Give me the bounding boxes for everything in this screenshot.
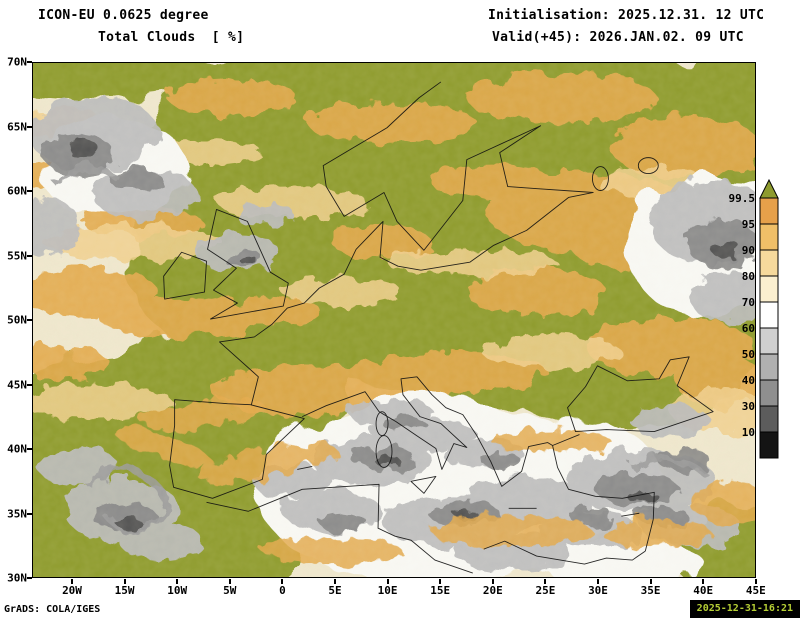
lon-tick-mark	[650, 579, 652, 584]
colorbar-label: 99.5	[729, 192, 756, 205]
lon-tick-mark	[755, 579, 757, 584]
map-canvas	[33, 63, 755, 577]
colorbar-segment	[760, 380, 778, 406]
lon-tick-label: 0	[279, 584, 286, 597]
lon-tick-mark	[387, 579, 389, 584]
lon-tick-label: 5W	[223, 584, 236, 597]
header-model-title: ICON-EU 0.0625 degree	[38, 8, 209, 23]
lat-tick-mark	[27, 190, 32, 192]
lon-tick-mark	[124, 579, 126, 584]
colorbar-segment	[760, 224, 778, 250]
lon-tick-mark	[702, 579, 704, 584]
lon-tick-mark	[176, 579, 178, 584]
lat-tick-mark	[27, 255, 32, 257]
lat-tick-mark	[27, 319, 32, 321]
colorbar: 99.5 95 90 80 70 60 50 40 30 10	[700, 178, 800, 462]
longitude-axis: 20W15W10W5W05E10E15E20E25E30E35E40E45E	[32, 579, 756, 601]
lat-tick-label: 50N	[7, 314, 27, 327]
lat-tick-mark	[27, 513, 32, 515]
lon-tick-label: 5E	[328, 584, 341, 597]
header-variable-title: Total Clouds [ %]	[98, 30, 244, 45]
lon-tick-label: 35E	[641, 584, 661, 597]
colorbar-label: 80	[742, 270, 755, 283]
colorbar-label: 95	[742, 218, 755, 231]
colorbar-segment	[760, 406, 778, 432]
colorbar-segment	[760, 276, 778, 302]
lat-tick-label: 35N	[7, 507, 27, 520]
colorbar-segment	[760, 354, 778, 380]
lon-tick-mark	[544, 579, 546, 584]
grads-credit: GrADS: COLA/IGES	[4, 604, 100, 615]
lon-tick-mark	[492, 579, 494, 584]
lat-tick-mark	[27, 384, 32, 386]
latitude-axis: 70N65N60N55N50N45N40N35N30N	[0, 62, 30, 578]
colorbar-label: 50	[742, 348, 755, 361]
lon-tick-label: 30E	[588, 584, 608, 597]
lat-tick-label: 60N	[7, 185, 27, 198]
lon-tick-label: 45E	[746, 584, 766, 597]
colorbar-segment	[760, 328, 778, 354]
colorbar-label: 40	[742, 374, 755, 387]
lat-tick-label: 40N	[7, 443, 27, 456]
lat-tick-label: 45N	[7, 378, 27, 391]
lat-tick-label: 65N	[7, 120, 27, 133]
colorbar-label: 70	[742, 296, 755, 309]
colorbar-segment	[760, 198, 778, 224]
colorbar-label: 90	[742, 244, 755, 257]
lon-tick-label: 20W	[62, 584, 82, 597]
lon-tick-label: 20E	[483, 584, 503, 597]
colorbar-segment	[760, 302, 778, 328]
lat-tick-label: 30N	[7, 572, 27, 585]
colorbar-arrow	[760, 180, 778, 198]
lat-tick-mark	[27, 126, 32, 128]
lat-tick-mark	[27, 448, 32, 450]
lon-tick-label: 15E	[430, 584, 450, 597]
lon-tick-mark	[334, 579, 336, 584]
lon-tick-label: 40E	[693, 584, 713, 597]
weather-map-page: { "header": { "model_line": "ICON-EU 0.0…	[0, 0, 800, 618]
colorbar-scale: 99.5 95 90 80 70 60 50 40 30 10	[700, 178, 800, 462]
lon-tick-mark	[439, 579, 441, 584]
colorbar-label: 30	[742, 400, 755, 413]
lon-tick-label: 10E	[378, 584, 398, 597]
lon-tick-mark	[71, 579, 73, 584]
header-init-time: Initialisation: 2025.12.31. 12 UTC	[488, 8, 764, 23]
render-timestamp: 2025-12-31-16:21	[690, 600, 800, 618]
colorbar-segment	[760, 250, 778, 276]
lon-tick-mark	[281, 579, 283, 584]
lon-tick-mark	[597, 579, 599, 584]
lat-tick-label: 55N	[7, 249, 27, 262]
lon-tick-label: 25E	[535, 584, 555, 597]
map-frame	[32, 62, 756, 578]
lat-tick-mark	[27, 61, 32, 63]
lat-tick-label: 70N	[7, 56, 27, 69]
lon-tick-mark	[229, 579, 231, 584]
colorbar-label: 60	[742, 322, 755, 335]
colorbar-label: 10	[742, 426, 755, 439]
header-valid-time: Valid(+45): 2026.JAN.02. 09 UTC	[492, 30, 744, 45]
lon-tick-label: 10W	[167, 584, 187, 597]
lon-tick-label: 15W	[115, 584, 135, 597]
colorbar-segment	[760, 432, 778, 458]
texture-overlay	[33, 63, 755, 577]
